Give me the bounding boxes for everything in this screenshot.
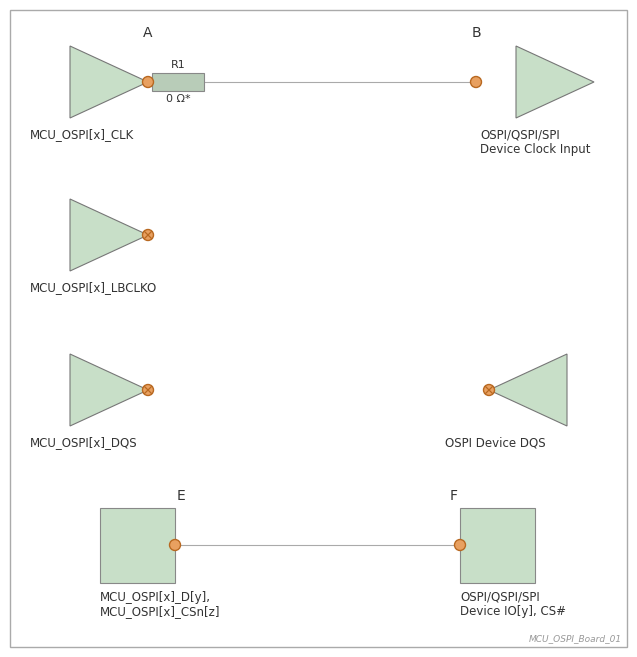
Text: R1: R1: [171, 60, 185, 70]
Text: B: B: [471, 26, 481, 40]
Circle shape: [143, 384, 154, 396]
Circle shape: [471, 76, 482, 87]
Circle shape: [483, 384, 494, 396]
Text: MCU_OSPI_Board_01: MCU_OSPI_Board_01: [529, 634, 622, 643]
Bar: [460, 507, 535, 583]
Polygon shape: [516, 46, 594, 118]
Circle shape: [455, 539, 466, 551]
Circle shape: [143, 76, 154, 87]
Text: MCU_OSPI[x]_LBCLKO: MCU_OSPI[x]_LBCLKO: [30, 281, 157, 294]
Text: E: E: [177, 489, 186, 503]
Text: OSPI Device DQS: OSPI Device DQS: [445, 436, 546, 449]
Polygon shape: [70, 199, 148, 271]
Circle shape: [143, 229, 154, 240]
Polygon shape: [70, 354, 148, 426]
Polygon shape: [70, 46, 148, 118]
Text: OSPI/QSPI/SPI
Device Clock Input: OSPI/QSPI/SPI Device Clock Input: [480, 128, 590, 156]
Bar: [100, 507, 175, 583]
Bar: [152, 73, 204, 91]
Text: A: A: [143, 26, 153, 40]
Text: MCU_OSPI[x]_D[y],
MCU_OSPI[x]_CSn[z]: MCU_OSPI[x]_D[y], MCU_OSPI[x]_CSn[z]: [100, 591, 220, 618]
Text: F: F: [450, 489, 458, 503]
Text: 0 Ω*: 0 Ω*: [166, 94, 190, 104]
Text: MCU_OSPI[x]_CLK: MCU_OSPI[x]_CLK: [30, 128, 134, 141]
Circle shape: [169, 539, 180, 551]
Polygon shape: [489, 354, 567, 426]
Text: MCU_OSPI[x]_DQS: MCU_OSPI[x]_DQS: [30, 436, 138, 449]
Text: OSPI/QSPI/SPI
Device IO[y], CS#: OSPI/QSPI/SPI Device IO[y], CS#: [460, 591, 566, 618]
